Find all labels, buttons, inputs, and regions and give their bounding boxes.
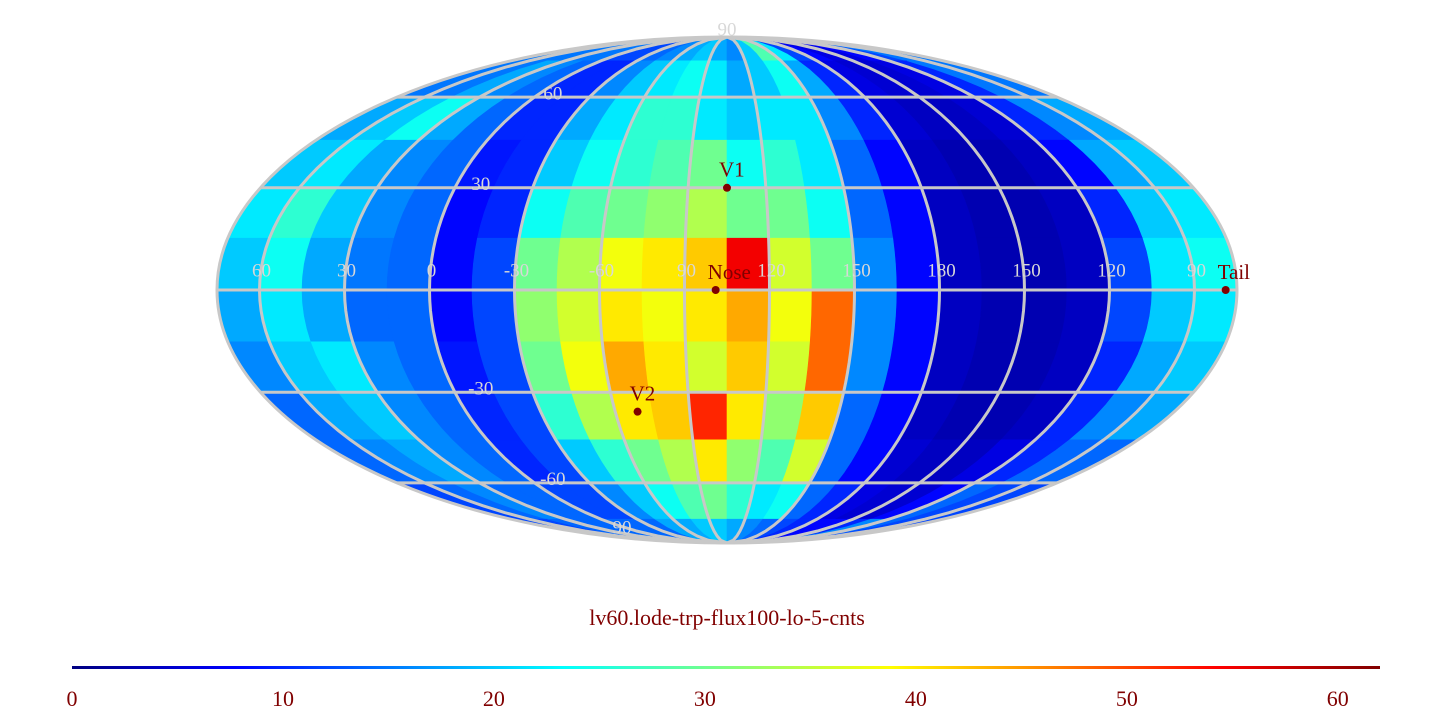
cell: [726, 289, 770, 343]
cell: [726, 341, 769, 393]
colorbar-tick-label: 30: [694, 686, 716, 711]
lon-label: -60: [589, 260, 614, 281]
marker: [1221, 286, 1230, 294]
lon-label: 90: [677, 260, 696, 281]
colorbar: [72, 666, 1380, 669]
cell: [726, 187, 769, 239]
cell: [599, 289, 645, 343]
colorbar-tick-label: 10: [272, 686, 294, 711]
lon-label: 120: [757, 260, 786, 281]
lon-label: 150: [1012, 260, 1041, 281]
lat-label: 60: [543, 83, 562, 104]
cell: [471, 289, 520, 343]
colorbar-tick-label: 20: [483, 686, 505, 711]
lon-label: 30: [337, 260, 356, 281]
lon-label: -30: [504, 260, 529, 281]
cell: [643, 187, 689, 239]
lat-label: -60: [540, 469, 565, 490]
cell: [684, 289, 728, 343]
cell: [687, 391, 728, 441]
lon-label: 150: [842, 260, 871, 281]
marker: [711, 286, 720, 294]
marker: [633, 407, 642, 416]
lat-label: 90: [718, 19, 737, 40]
lon-label: 180: [927, 260, 956, 281]
marker-label: Tail: [1218, 260, 1251, 284]
lat-label: 90: [613, 517, 632, 538]
annotations: 60 30 0 -30 -60 90 120 150 180 150 120 90 90 60 30 -30 -…: [252, 19, 1250, 538]
cell: [976, 289, 1025, 343]
lon-label: 120: [1097, 260, 1126, 281]
cell: [556, 289, 603, 343]
cell: [726, 391, 767, 441]
lat-label: 30: [471, 174, 490, 195]
lon-label: 0: [427, 260, 437, 281]
colorbar-tick-label: 60: [1327, 686, 1349, 711]
cell: [514, 289, 561, 343]
marker-label: Nose: [708, 260, 751, 284]
sky-map: [217, 37, 1237, 543]
cell: [685, 187, 728, 239]
lon-label: 60: [252, 260, 271, 281]
cell: [893, 289, 940, 343]
colorbar-tick-label: 50: [1116, 686, 1138, 711]
cell: [429, 237, 478, 291]
cell: [765, 341, 811, 393]
map-border: [215, 35, 1239, 545]
marker: [723, 183, 731, 192]
colorbar-tick-label: 0: [67, 686, 78, 711]
cell: [851, 289, 898, 343]
cell: [429, 289, 478, 343]
cell: [641, 289, 686, 343]
lat-label: -30: [468, 379, 493, 400]
cell: [765, 187, 811, 239]
cell: [685, 341, 728, 393]
chart-title: lv60.lode-trp-flux100-lo-5-cnts: [589, 605, 865, 630]
cell: [809, 289, 855, 343]
marker-label: V1: [719, 158, 745, 182]
cell: [934, 289, 983, 343]
cell: [768, 289, 813, 343]
lon-label: 90: [1187, 260, 1206, 281]
colorbar-tick-label: 40: [905, 686, 927, 711]
marker-label: V2: [630, 381, 656, 405]
